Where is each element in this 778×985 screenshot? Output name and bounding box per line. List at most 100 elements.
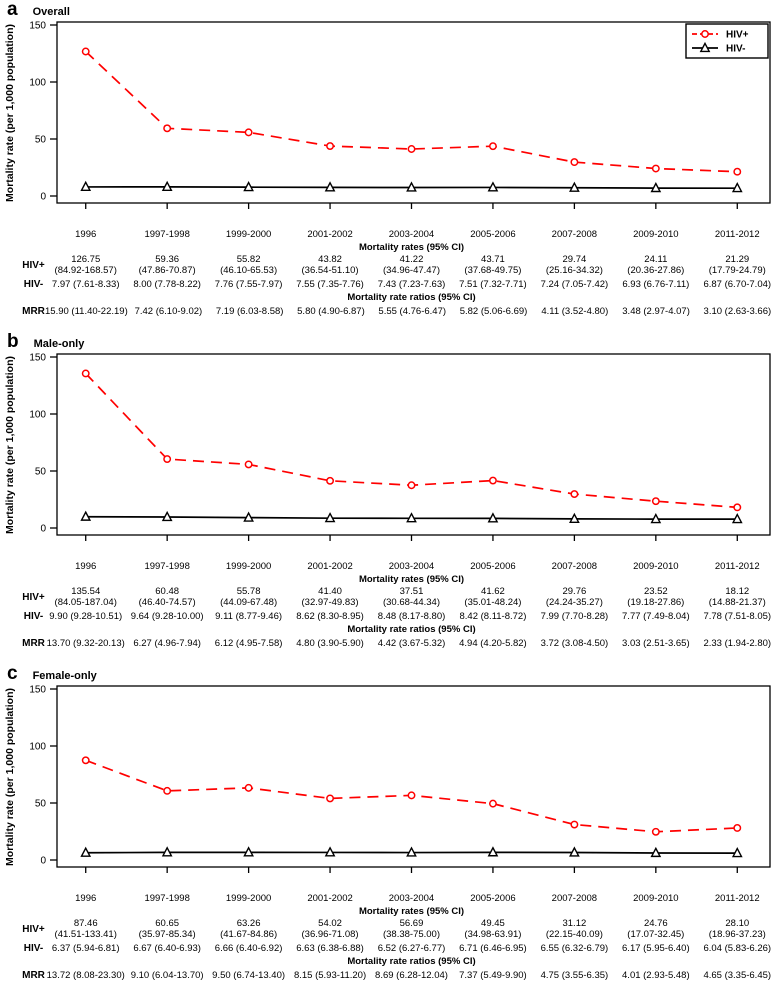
mrr-cell: 7.19 (6.03-8.58)	[215, 305, 284, 317]
mrr-cell: 13.70 (9.32-20.13)	[46, 637, 125, 649]
row-label-text: MRR	[22, 969, 45, 981]
hiv-positive-cell: 29.74 (25.16-34.32)	[534, 254, 615, 277]
mrr-cell: 7.37 (5.49-9.90)	[459, 969, 527, 981]
series-hiv-positive	[81, 756, 742, 836]
hiv-positive-cell: 49.45 (34.98-63.91)	[452, 918, 533, 941]
rate-ci: (24.24-35.27)	[545, 597, 603, 608]
rates-header: Mortality rates (95% CI)	[358, 573, 465, 585]
mrr-cell: 7.42 (6.10-9.02)	[134, 305, 203, 317]
year-label: 2003-2004	[388, 893, 435, 904]
rate-value: 126.75	[71, 253, 101, 265]
rates-header-row: Mortality rates (95% CI)	[0, 573, 778, 585]
rate-ci: (34.98-63.91)	[464, 929, 522, 940]
year-label: 2001-2002	[307, 893, 353, 904]
hiv-positive-cell: 31.12 (22.15-40.09)	[534, 918, 615, 941]
mrr-cell: 4.65 (3.35-6.45)	[703, 969, 772, 981]
year-label: 2009-2010	[633, 561, 679, 572]
year-label: 2001-2002	[307, 229, 353, 240]
plot-box	[56, 353, 771, 536]
panel-female-only: c Female-only 0 50 100 150 Mortality rate (p…	[0, 664, 778, 985]
rate-value: 24.11	[644, 253, 668, 265]
mrr-cell: 6.27 (4.96-7.94)	[133, 637, 201, 649]
hiv-positive-cell: 59.36 (47.86-70.87)	[126, 254, 207, 277]
year-header-row: 1996 1997-1998 1999-2000 2001-2002 2003-2004…	[0, 228, 778, 241]
row-label-hiv-negative: HIV-	[0, 279, 45, 290]
row-label-text: HIV+	[22, 259, 45, 271]
rate-ci: (36.96-71.08)	[301, 929, 359, 940]
row-label-hiv-negative: HIV-	[0, 611, 45, 622]
year-header-row: 1996 1997-1998 1999-2000 2001-2002 2003-2004…	[0, 560, 778, 573]
y-axis: 0 50 100 150 Mortality rate (per 1,000 popul…	[4, 685, 57, 867]
rate-ci: (19.18-27.86)	[627, 597, 685, 608]
series-hiv-negative	[80, 180, 743, 193]
hiv-negative-cell: 7.51 (7.32-7.71)	[459, 278, 527, 290]
rate-value: 87.46	[73, 917, 98, 929]
rate-ci: (37.68-49.75)	[464, 265, 522, 276]
panel-overall: a Overall 0 50 100 150 Mortality rate (per 1…	[0, 0, 778, 332]
hiv-negative-row: HIV- 9.90 (9.28-10.51) 9.64 (9.28-10.00) 9.…	[0, 609, 778, 623]
ratios-header: Mortality rate ratios (95% CI)	[347, 291, 476, 303]
year-label: 1999-2000	[225, 561, 272, 572]
y-tick-label: 50	[35, 467, 47, 478]
hiv-positive-cell: 63.26 (41.67-84.86)	[208, 918, 289, 941]
rate-value: 31.12	[562, 917, 587, 929]
hiv-negative-cell: 8.00 (7.78-8.22)	[133, 278, 201, 290]
series-hiv-positive	[81, 47, 742, 176]
rate-ci: (84.05-187.04)	[54, 597, 117, 608]
year-label: 2001-2002	[307, 561, 353, 572]
rate-value: 63.26	[236, 917, 261, 929]
row-label-hiv-negative: HIV-	[0, 943, 45, 954]
hiv-positive-cell: 87.46 (41.51-133.41)	[45, 918, 126, 941]
legend-label: HIV+	[726, 30, 749, 41]
rates-header: Mortality rates (95% CI)	[358, 241, 465, 253]
hiv-positive-cell: 29.76 (24.24-35.27)	[534, 586, 615, 609]
year-label: 2005-2006	[470, 893, 516, 904]
rates-table-female-only: 1996 1997-1998 1999-2000 2001-2002 2003-2004…	[0, 892, 778, 983]
row-label-hiv-positive: HIV+	[0, 260, 45, 271]
hiv-positive-cell: 55.78 (44.09-67.48)	[208, 586, 289, 609]
mrr-cell: 4.42 (3.67-5.32)	[377, 637, 446, 649]
hiv-positive-cell: 18.12 (14.88-21.37)	[697, 586, 778, 609]
plot-box	[56, 21, 771, 204]
rate-ci: (36.54-51.10)	[301, 265, 359, 276]
rate-value: 29.76	[562, 585, 587, 597]
mrr-cell: 3.03 (2.51-3.65)	[622, 637, 690, 649]
mrr-cell: 8.69 (6.28-12.04)	[375, 969, 448, 981]
rate-ci: (46.40-74.57)	[138, 597, 196, 608]
rate-ci: (41.67-84.86)	[220, 929, 278, 940]
mrr-cell: 3.72 (3.08-4.50)	[540, 637, 609, 649]
hiv-negative-cell: 7.24 (7.05-7.42)	[540, 278, 609, 290]
rate-ci: (17.07-32.45)	[627, 929, 685, 940]
ratios-header: Mortality rate ratios (95% CI)	[347, 955, 476, 967]
rates-header: Mortality rates (95% CI)	[358, 905, 465, 917]
year-label: 2003-2004	[388, 561, 435, 572]
row-label-mrr: MRR	[0, 970, 45, 981]
mortality-chart-overall: 0 50 100 150 Mortality rate (per 1,000 popul…	[4, 21, 771, 209]
rate-value: 55.78	[236, 585, 261, 597]
rate-ci: (18.96-37.23)	[708, 929, 766, 940]
mrr-cell: 9.10 (6.04-13.70)	[130, 969, 204, 981]
hiv-negative-cell: 7.43 (7.23-7.63)	[377, 278, 446, 290]
mrr-row: MRR 13.70 (9.32-20.13) 6.27 (4.96-7.94) 6.1…	[0, 635, 778, 651]
year-label: 2011-2012	[714, 893, 760, 904]
y-tick-label: 150	[29, 685, 46, 696]
rate-value: 29.74	[562, 253, 587, 265]
y-tick-label: 50	[35, 799, 47, 810]
rate-value: 43.71	[481, 253, 505, 265]
rate-ci: (22.15-40.09)	[545, 929, 603, 940]
row-label-text: HIV+	[22, 591, 45, 603]
rate-value: 56.69	[399, 917, 424, 929]
row-label-text: MRR	[22, 637, 45, 649]
rate-value: 28.10	[725, 917, 750, 929]
panel-header: c Female-only	[0, 664, 778, 683]
hiv-positive-cell: 60.65 (35.97-85.34)	[126, 918, 207, 941]
y-axis-title: Mortality rate (per 1,000 population)	[4, 688, 16, 866]
rate-ci: (30.68-44.34)	[382, 597, 441, 608]
hiv-positive-cell: 21.29 (17.79-24.79)	[697, 254, 778, 277]
hiv-positive-cell: 24.76 (17.07-32.45)	[615, 918, 696, 941]
rate-value: 59.36	[155, 253, 180, 265]
year-label: 2007-2008	[551, 893, 598, 904]
mrr-row: MRR 15.90 (11.40-22.19) 7.42 (6.10-9.02) 7.…	[0, 303, 778, 319]
rate-ci: (35.01-48.24)	[464, 597, 522, 608]
rate-value: 41.62	[481, 585, 505, 597]
